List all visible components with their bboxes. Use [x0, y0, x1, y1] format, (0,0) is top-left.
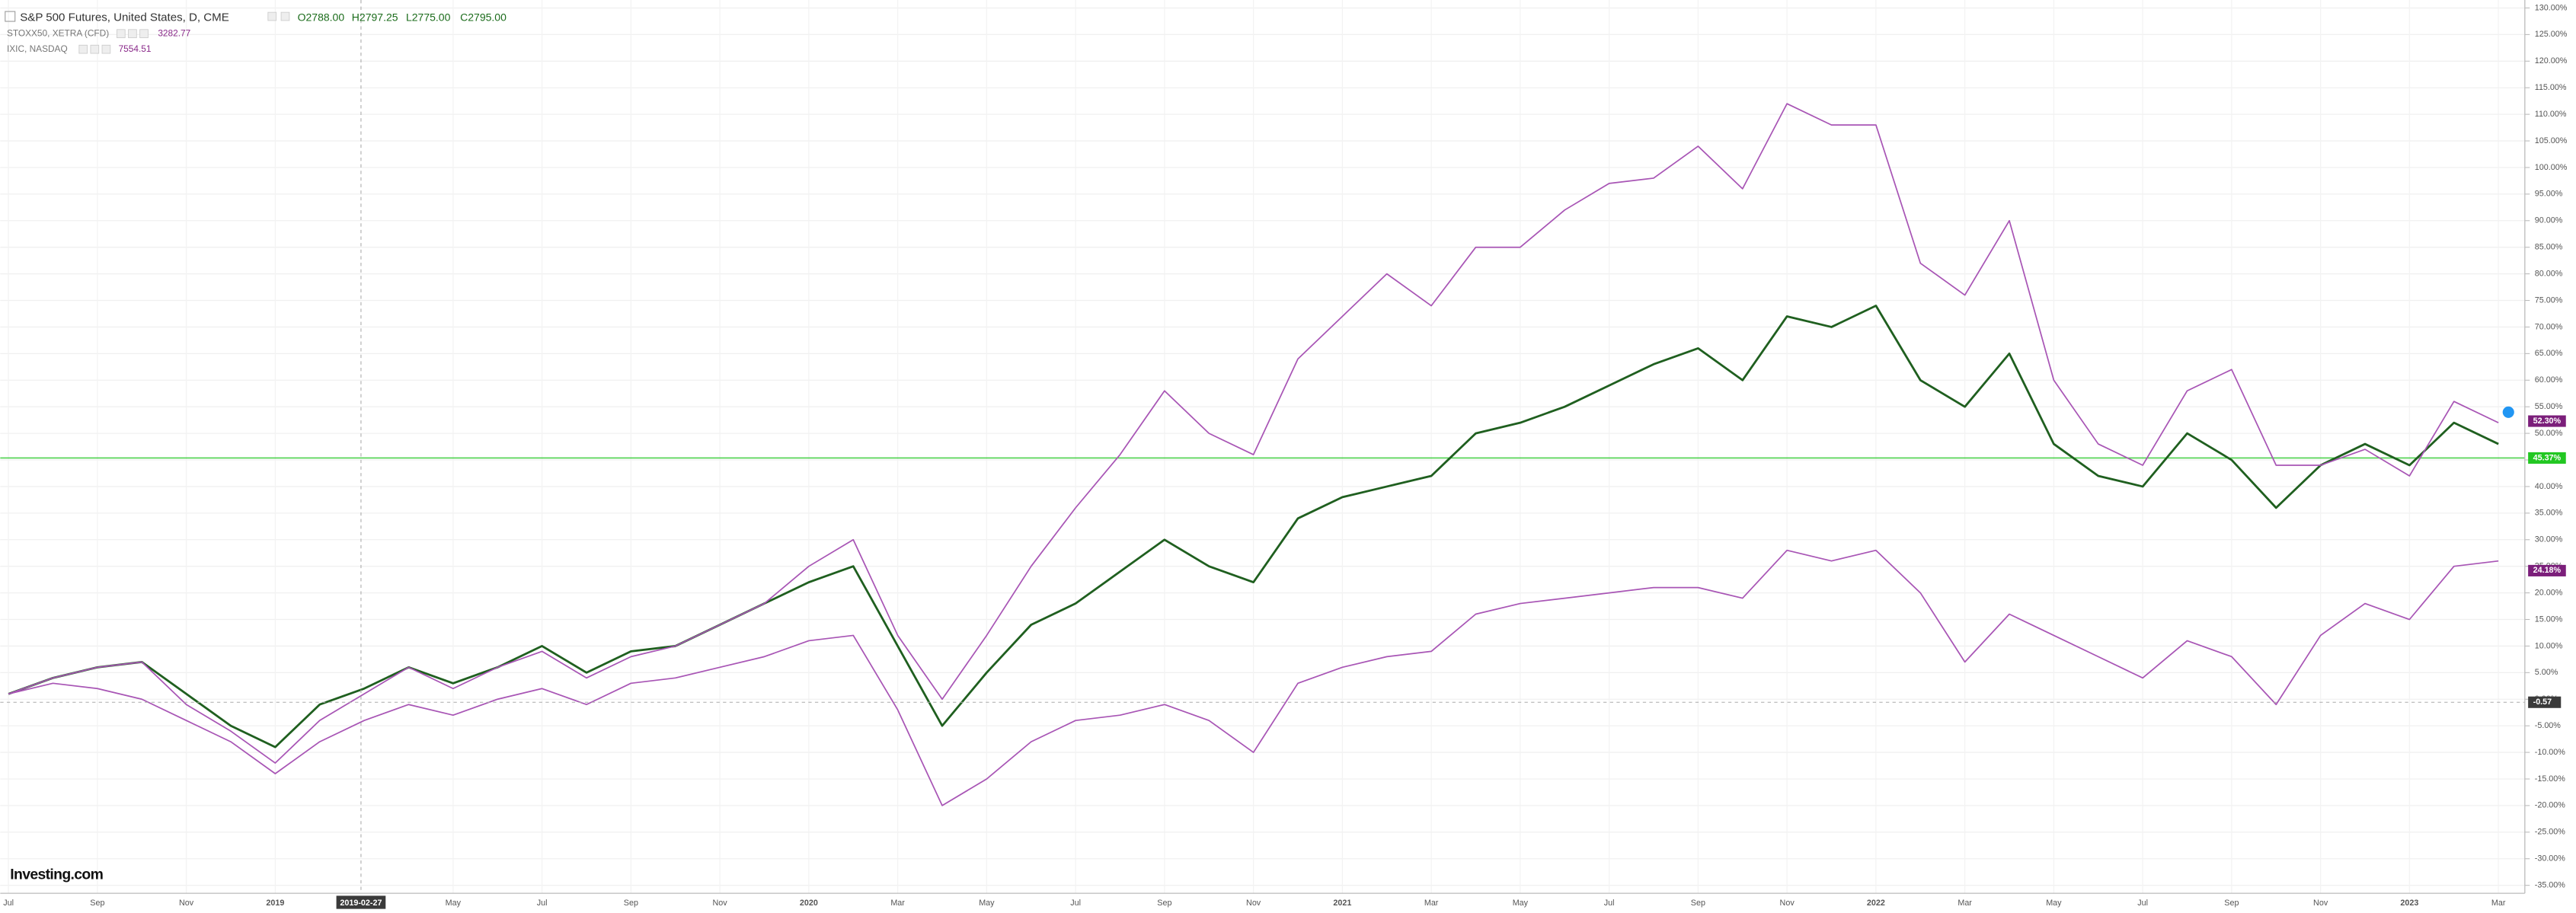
crosshair-x-label: 2019-02-27 — [340, 899, 382, 908]
x-tick-label: May — [1513, 899, 1529, 908]
last-value-label: 52.30% — [2533, 417, 2562, 426]
x-tick-label: Sep — [1157, 899, 1171, 908]
series-line — [8, 549, 2499, 806]
price-badge — [2528, 452, 2566, 464]
y-tick-label: 70.00% — [2535, 322, 2563, 331]
y-tick-label: 75.00% — [2535, 295, 2563, 305]
x-tick-label: Nov — [1246, 899, 1261, 908]
grid — [0, 0, 2525, 894]
alert-icon[interactable] — [2502, 406, 2514, 418]
x-tick-label: Jul — [3, 899, 14, 908]
x-tick-label: Nov — [713, 899, 728, 908]
y-tick-label: 85.00% — [2535, 243, 2563, 252]
x-tick-label: Jul — [537, 899, 548, 908]
y-tick-label: 20.00% — [2535, 588, 2563, 597]
y-tick-label: -35.00% — [2535, 880, 2566, 889]
series-line — [8, 103, 2499, 764]
logo: Investing.com — [10, 867, 103, 883]
icon[interactable] — [101, 44, 111, 54]
x-tick-label: Sep — [2224, 899, 2239, 908]
plot — [0, 0, 2525, 894]
x-tick-label: Sep — [1691, 899, 1705, 908]
legend-series: IXIC, NASDAQ — [7, 43, 68, 54]
y-tick-label: 100.00% — [2535, 163, 2568, 172]
x-tick-label: Mar — [2491, 899, 2506, 908]
crosshair-x-badge — [336, 895, 386, 909]
x-tick-label: 2021 — [1333, 899, 1351, 908]
y-tick-label: 30.00% — [2535, 535, 2563, 544]
y-tick-label: 10.00% — [2535, 641, 2563, 650]
y-tick-label: 65.00% — [2535, 349, 2563, 358]
x-tick-label: Mar — [890, 899, 905, 908]
x-tick-label: Jul — [2137, 899, 2148, 908]
ohlc-close: C2795.00 — [460, 11, 507, 23]
y-tick-label: 90.00% — [2535, 216, 2563, 225]
x-tick-label: May — [2046, 899, 2062, 908]
x-tick-label: 2019 — [266, 899, 284, 908]
legend: S&P 500 Futures, United States, D, CME O… — [5, 11, 507, 54]
last-value-label: 24.18% — [2533, 566, 2562, 575]
icon[interactable] — [78, 44, 88, 54]
legend-value: 3282.77 — [158, 27, 190, 38]
x-tick-label: Jul — [1604, 899, 1615, 908]
y-tick-label: 40.00% — [2535, 482, 2563, 491]
y-tick-label: 125.00% — [2535, 30, 2568, 39]
y-tick-label: -30.00% — [2535, 854, 2566, 864]
y-tick-label: 115.00% — [2535, 83, 2567, 92]
x-tick-label: Mar — [1424, 899, 1439, 908]
legend-value: 7554.51 — [119, 43, 152, 54]
y-tick-label: 105.00% — [2535, 136, 2568, 145]
x-tick-label: Jul — [1070, 899, 1081, 908]
y-tick-label: 60.00% — [2535, 375, 2563, 385]
y-tick-label: 5.00% — [2535, 668, 2558, 677]
collapse-icon[interactable] — [5, 11, 16, 22]
x-tick-label: 2023 — [2400, 899, 2418, 908]
x-tick-label: Sep — [624, 899, 638, 908]
legend-series: STOXX50, XETRA (CFD) — [7, 27, 109, 38]
crosshair-y-label: -0.57 — [2533, 698, 2552, 707]
price-badge-label: 45.37% — [2533, 453, 2562, 462]
y-tick-label: 35.00% — [2535, 509, 2563, 518]
y-tick-label: 55.00% — [2535, 402, 2563, 411]
settings-icon[interactable] — [267, 11, 277, 21]
y-tick-label: -15.00% — [2535, 774, 2566, 784]
icon[interactable] — [139, 29, 149, 39]
y-tick-label: 50.00% — [2535, 429, 2563, 438]
icon[interactable] — [90, 44, 100, 54]
x-tick-label: 2022 — [1867, 899, 1885, 908]
y-tick-label: -25.00% — [2535, 828, 2566, 837]
x-tick-label: May — [979, 899, 995, 908]
x-tick-label: Sep — [90, 899, 104, 908]
x-tick-label: Nov — [179, 899, 194, 908]
x-tick-label: Mar — [1958, 899, 1972, 908]
x-tick-label: May — [446, 899, 462, 908]
y-tick-label: -10.00% — [2535, 748, 2566, 757]
y-tick-label: -20.00% — [2535, 801, 2566, 810]
icon[interactable] — [117, 29, 126, 39]
last-value-badge — [2528, 415, 2566, 427]
icon[interactable] — [128, 29, 137, 39]
y-tick-label: -5.00% — [2535, 721, 2562, 730]
x-tick-label: Nov — [1780, 899, 1795, 908]
close-icon[interactable] — [280, 11, 290, 21]
y-tick-label: 110.00% — [2535, 110, 2567, 119]
y-tick-label: 15.00% — [2535, 615, 2563, 624]
ohlc-high: H2797.25 — [352, 11, 398, 23]
x-tick-label: Nov — [2313, 899, 2328, 908]
y-tick-label: 130.00% — [2535, 3, 2568, 12]
series-line — [8, 305, 2499, 749]
x-tick-label: 2020 — [800, 899, 818, 908]
y-tick-label: 80.00% — [2535, 269, 2563, 278]
legend-title: S&P 500 Futures, United States, D, CME — [20, 11, 229, 24]
ohlc-low: L2775.00 — [406, 11, 451, 23]
y-tick-label: 95.00% — [2535, 190, 2563, 199]
y-tick-label: 120.00% — [2535, 56, 2568, 65]
last-value-badge — [2528, 564, 2566, 576]
crosshair-y-badge — [2528, 696, 2562, 708]
ohlc-open: O2788.00 — [298, 11, 345, 23]
